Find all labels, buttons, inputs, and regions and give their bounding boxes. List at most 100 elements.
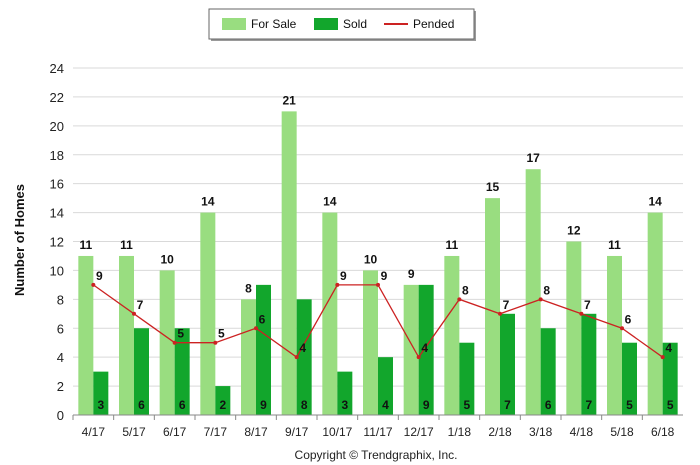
y-tick-label-6: 6	[57, 321, 64, 336]
for-sale-label-4-18: 12	[567, 224, 581, 238]
sold-label-2-18: 7	[504, 398, 511, 412]
for-sale-label-5-18: 11	[608, 238, 621, 252]
pended-label-3-18: 8	[543, 283, 550, 297]
pended-label-2-18: 7	[503, 298, 510, 312]
for-sale-label-6-18: 14	[648, 195, 662, 209]
for-sale-label-3-18: 17	[526, 151, 540, 165]
for-sale-label-1-18: 11	[445, 238, 458, 252]
for-sale-label-2-18: 15	[486, 180, 500, 194]
for-sale-label-9-17: 21	[282, 93, 296, 107]
for-sale-bar-3-18	[525, 169, 541, 415]
sold-label-6-17: 6	[179, 398, 186, 412]
pended-label-6-18: 4	[665, 341, 672, 355]
sold-label-1-18: 5	[463, 398, 470, 412]
y-tick-label-10: 10	[50, 263, 64, 278]
pended-point-12-17	[416, 355, 421, 360]
for-sale-bar-11-17	[363, 270, 378, 415]
pended-point-10-17	[335, 282, 340, 287]
pended-point-8-17	[254, 326, 258, 331]
legend-label-pended: Pended	[413, 17, 454, 31]
sold-label-4-17: 3	[97, 398, 104, 412]
x-tick-label-4-18: 4/18	[570, 425, 594, 439]
pended-point-2-18	[498, 311, 502, 316]
for-sale-bar-6-18	[647, 212, 663, 415]
x-tick-label-12-17: 12/17	[404, 425, 434, 439]
for-sale-bar-7-17	[200, 212, 216, 415]
for-sale-bar-6-17	[159, 270, 175, 415]
pended-label-10-17: 9	[340, 269, 347, 283]
pended-point-11-17	[376, 282, 380, 287]
pended-label-9-17: 4	[299, 341, 306, 355]
x-tick-label-4-17: 4/17	[82, 425, 106, 439]
for-sale-bar-8-17	[241, 299, 256, 415]
pended-point-5-18	[620, 326, 624, 331]
legend-swatch-sold	[314, 18, 338, 30]
for-sale-bar-12-17	[403, 284, 419, 415]
y-tick-label-22: 22	[50, 90, 64, 105]
pended-point-9-17	[294, 355, 299, 360]
sold-bar-4-17	[93, 371, 109, 415]
sold-bar-11-17	[378, 357, 393, 415]
pended-point-7-17	[213, 340, 218, 345]
x-tick-label-10-17: 10/17	[322, 425, 352, 439]
sold-bar-3-18	[540, 328, 556, 415]
sold-bar-6-17	[174, 328, 190, 415]
sold-label-10-17: 3	[341, 398, 348, 412]
sold-label-11-17: 4	[382, 398, 389, 412]
y-tick-label-16: 16	[50, 177, 64, 192]
pended-label-4-18: 7	[584, 298, 591, 312]
for-sale-bar-4-17	[78, 255, 94, 415]
data-labels: 11 3 11 6 10 6 14 2 8 9 21 8 14 3 10 4 9 9 11 5 15 7 17 6 12 7 11 5…	[79, 93, 673, 412]
pended-point-4-18	[579, 311, 584, 316]
sold-bar-6-18	[662, 342, 678, 415]
sold-bar-12-17	[418, 284, 434, 415]
pended-point-1-18	[457, 297, 462, 302]
sold-label-5-17: 6	[138, 398, 145, 412]
y-tick-label-12: 12	[50, 235, 64, 250]
y-tick-label-0: 0	[57, 408, 64, 423]
sold-bar-1-18	[459, 342, 475, 415]
pended-label-8-17: 6	[259, 312, 266, 326]
pended-point-4-17	[91, 282, 96, 287]
x-tick-label-11-17: 11/17	[363, 425, 392, 439]
pended-label-6-17: 5	[177, 327, 184, 341]
sold-label-8-17: 9	[260, 398, 267, 412]
for-sale-bar-1-18	[444, 255, 460, 415]
pended-point-3-18	[538, 297, 543, 302]
x-tick-label-2-18: 2/18	[488, 425, 512, 439]
legend-label-for-sale: For Sale	[251, 17, 297, 31]
legend: For Sale Sold Pended	[208, 8, 476, 41]
sold-bar-2-18	[500, 313, 515, 415]
sold-bar-8-17	[256, 284, 271, 415]
for-sale-bar-5-18	[607, 255, 622, 415]
y-axis-title: Number of Homes	[12, 184, 27, 296]
for-sale-bar-4-18	[566, 241, 582, 415]
for-sale-bar-10-17	[322, 212, 338, 415]
y-tick-label-4: 4	[57, 350, 64, 365]
sold-bar-5-17	[134, 328, 149, 415]
for-sale-label-4-17: 11	[79, 238, 92, 252]
y-tick-label-20: 20	[50, 119, 64, 134]
pended-label-7-17: 5	[218, 327, 225, 341]
for-sale-label-10-17: 14	[323, 195, 337, 209]
sold-bar-10-17	[337, 371, 353, 415]
bars	[78, 111, 678, 415]
pended-label-5-18: 6	[625, 312, 632, 326]
pended-label-12-17: 4	[421, 341, 428, 355]
sold-bar-9-17	[296, 299, 312, 415]
for-sale-label-12-17: 9	[408, 267, 415, 281]
sold-bar-7-17	[215, 386, 231, 415]
pended-point-6-17	[172, 340, 177, 345]
y-tick-label-14: 14	[50, 206, 64, 221]
x-tick-label-6-17: 6/17	[163, 425, 187, 439]
sold-label-12-17: 9	[423, 398, 430, 412]
x-tick-label-7-17: 7/17	[204, 425, 228, 439]
pended-point-5-17	[132, 311, 136, 316]
legend-box	[208, 8, 475, 40]
for-sale-label-5-17: 11	[120, 238, 133, 252]
x-tick-label-9-17: 9/17	[285, 425, 309, 439]
sold-label-6-18: 5	[667, 398, 674, 412]
